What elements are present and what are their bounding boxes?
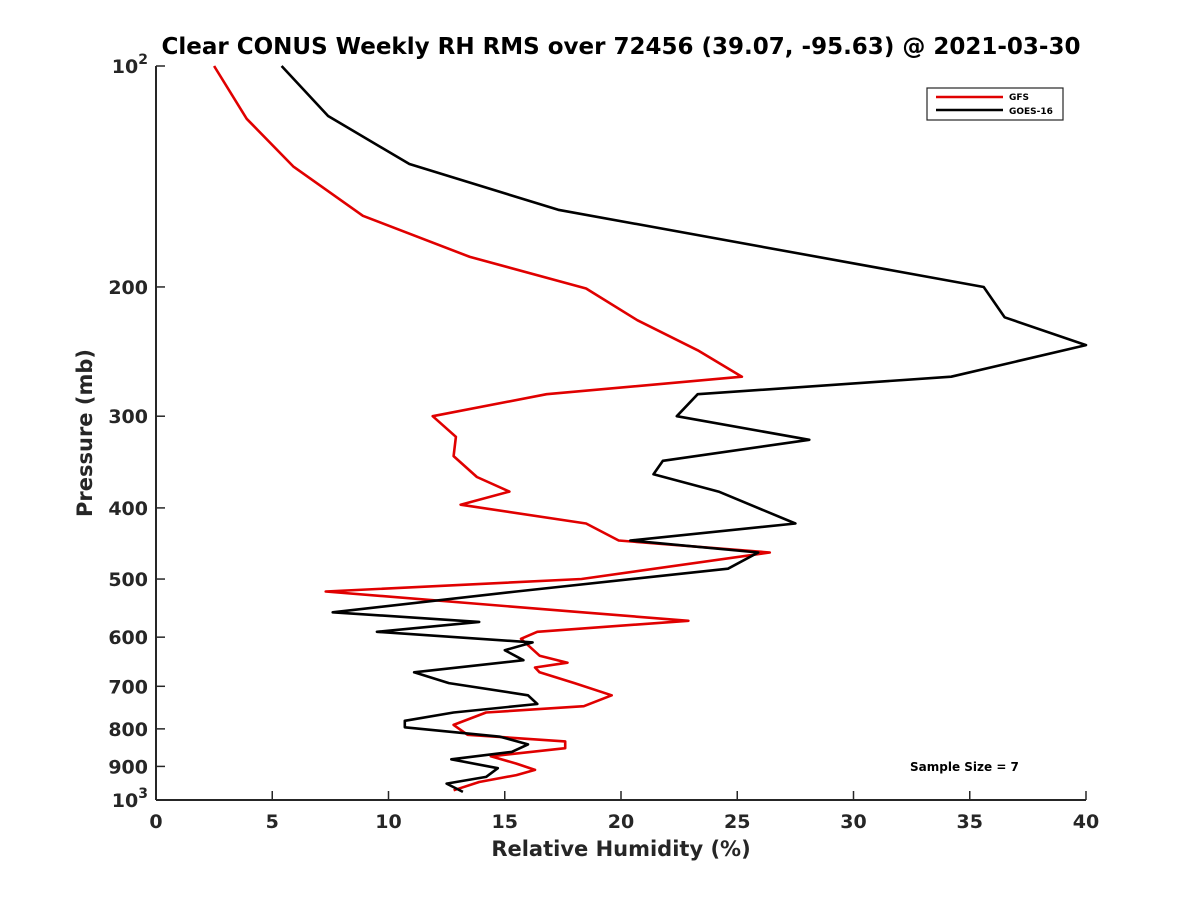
series-line-goes16 bbox=[280, 65, 1088, 794]
x-tick-label: 35 bbox=[957, 811, 983, 833]
legend: GFS GOES-16 bbox=[926, 87, 1064, 121]
x-axis-label: Relative Humidity (%) bbox=[491, 837, 750, 861]
legend-label-gfs: GFS bbox=[1009, 93, 1029, 103]
y-tick-label: 102 bbox=[112, 52, 148, 78]
x-tick-label: 0 bbox=[149, 811, 162, 833]
y-axis-ticks: 102 200 300 400 500 600 700 800 900 103 bbox=[108, 52, 165, 812]
y-tick-label: 200 bbox=[108, 277, 148, 299]
y-axis-label: Pressure (mb) bbox=[73, 349, 97, 517]
x-tick-label: 40 bbox=[1073, 811, 1099, 833]
y-tick-label: 800 bbox=[108, 719, 148, 741]
x-tick-label: 25 bbox=[724, 811, 750, 833]
x-tick-label: 30 bbox=[840, 811, 866, 833]
y-tick-label: 500 bbox=[108, 569, 148, 591]
chart-title: Clear CONUS Weekly RH RMS over 72456 (39… bbox=[162, 34, 1081, 60]
y-tick-label: 300 bbox=[108, 406, 148, 428]
x-tick-label: 5 bbox=[266, 811, 279, 833]
x-tick-label: 15 bbox=[492, 811, 518, 833]
legend-box bbox=[926, 87, 1064, 121]
y-tick-label: 600 bbox=[108, 627, 148, 649]
series-layer bbox=[212, 65, 1088, 794]
x-tick-label: 10 bbox=[375, 811, 401, 833]
x-axis-ticks: 0 5 10 15 20 25 30 35 40 bbox=[149, 791, 1099, 833]
y-tick-label: 900 bbox=[108, 756, 148, 778]
y-tick-label: 700 bbox=[108, 676, 148, 698]
y-tick-label: 103 bbox=[112, 786, 148, 812]
sample-size-note: Sample Size = 7 bbox=[910, 760, 1019, 774]
legend-label-goes16: GOES-16 bbox=[1009, 107, 1053, 117]
x-tick-label: 20 bbox=[608, 811, 634, 833]
series-line-gfs bbox=[212, 65, 772, 792]
y-tick-label: 400 bbox=[108, 498, 148, 520]
